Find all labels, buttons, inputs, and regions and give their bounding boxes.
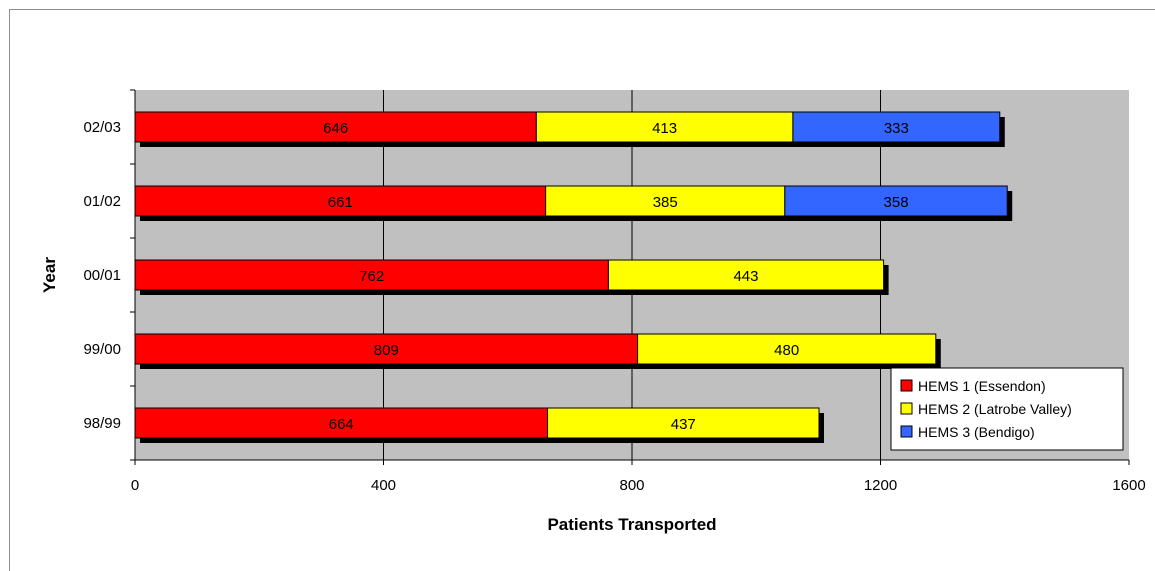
bar-value-label: 809 <box>374 342 399 359</box>
bar-value-label: 385 <box>653 194 678 211</box>
bar-value-label: 646 <box>323 120 348 137</box>
legend-swatch <box>900 402 913 415</box>
bar-segment <box>134 407 549 439</box>
bar-segment <box>637 333 937 365</box>
x-tick-label: 400 <box>371 477 396 494</box>
bar-segment <box>134 185 547 217</box>
legend-box <box>890 367 1124 451</box>
bar-value-label: 413 <box>652 120 677 137</box>
bar-segment <box>535 111 794 143</box>
bars: 664 437 809 480 762 443 661 385 358 646 413 333 <box>134 111 1013 443</box>
bar-segment <box>134 333 639 365</box>
x-tick-label: 1600 <box>1112 477 1145 494</box>
legend-label: HEMS 1 (Essendon) <box>918 378 1046 394</box>
bar-segment <box>607 259 885 291</box>
bar-value-label: 437 <box>671 416 696 433</box>
bar-value-label: 333 <box>884 120 909 137</box>
bar-segment <box>134 259 609 291</box>
bar-segment <box>784 185 1008 217</box>
x-tick-label: 1200 <box>864 477 897 494</box>
legend-swatch <box>900 379 913 392</box>
legend-swatch <box>900 425 913 438</box>
bar-value-label: 664 <box>329 416 354 433</box>
x-axis-title: Patients Transported <box>547 515 716 534</box>
legend-label: HEMS 2 (Latrobe Valley) <box>918 401 1072 417</box>
legend: HEMS 1 (Essendon) HEMS 2 (Latrobe Valley)… <box>890 367 1124 451</box>
chart-frame <box>9 9 1155 571</box>
x-tick-label: 0 <box>131 477 139 494</box>
y-axis-title: Year <box>40 257 59 293</box>
axes: 98/99 99/00 00/01 01/02 02/03 0 400 800 1200 1600 <box>83 89 1146 494</box>
y-tick-label: 00/01 <box>83 267 121 284</box>
y-tick-label: 98/99 <box>83 415 121 432</box>
y-tick-label: 01/02 <box>83 193 121 210</box>
bar-segment <box>134 111 537 143</box>
bar-segment <box>792 111 1001 143</box>
bar-value-label: 480 <box>774 342 799 359</box>
bar-value-label: 661 <box>328 194 353 211</box>
bar-value-label: 443 <box>733 268 758 285</box>
bar-value-label: 358 <box>884 194 909 211</box>
x-tick-label: 800 <box>619 477 644 494</box>
legend-label: HEMS 3 (Bendigo) <box>918 424 1035 440</box>
y-tick-label: 02/03 <box>83 119 121 136</box>
bar-segment <box>547 407 820 439</box>
y-tick-label: 99/00 <box>83 341 121 358</box>
bar-value-label: 762 <box>359 268 384 285</box>
